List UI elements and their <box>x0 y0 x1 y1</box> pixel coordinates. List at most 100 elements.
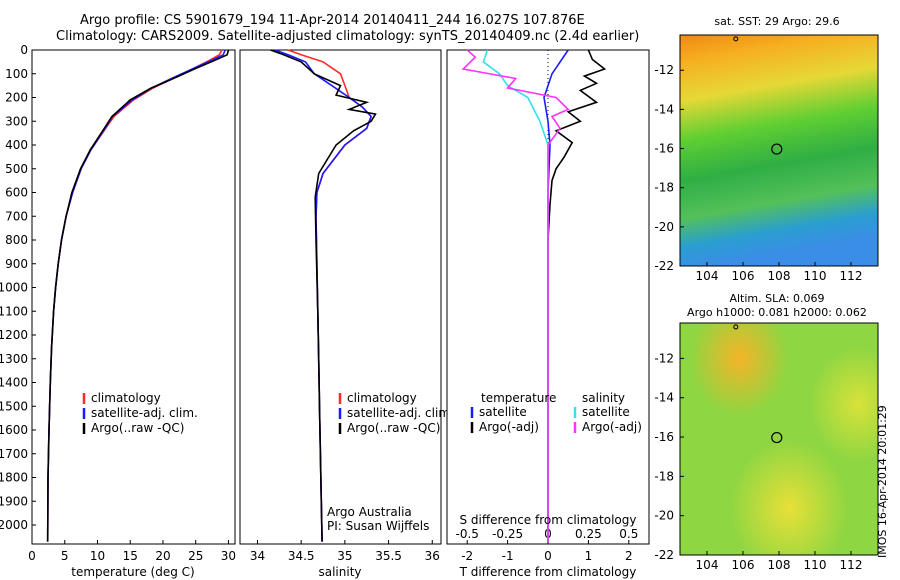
difference-panel: -2 -1 0 1 2 -0.5 -0.25 0 0.25 0.5 temperature sal… <box>446 49 650 579</box>
sst-map-axes: 104 106 108 110 112 -12 -14 -16 -18 -20 -22 <box>654 63 862 283</box>
salinity-legend-label: satellite-adj. clim. <box>347 406 454 420</box>
sla-map-subtitle: Argo h1000: 0.081 h2000: 0.062 <box>687 306 867 319</box>
depth-tick-label: 1000 <box>0 281 28 295</box>
sla-map-lon-label: 112 <box>840 558 863 572</box>
depth-tick-label: 1900 <box>0 494 28 508</box>
difference-x-tick-label: -1 <box>502 549 514 563</box>
temperature-x-tick-label: 10 <box>90 549 105 563</box>
sla-map-lat-label: -14 <box>654 391 674 405</box>
depth-tick-label: 1700 <box>0 447 28 461</box>
depth-tick-label: 700 <box>5 209 28 223</box>
sla-map-lon-label: 106 <box>732 558 755 572</box>
sst-map-lon-label: 110 <box>804 269 827 283</box>
depth-tick-label: 0 <box>20 43 28 57</box>
sst-map-lon-label: 106 <box>732 269 755 283</box>
temperature-x-axis: 0 5 10 15 20 25 30 <box>28 540 236 563</box>
depth-tick-label: 900 <box>5 257 28 271</box>
difference-x-tick-label: 2 <box>625 549 633 563</box>
sst-map-lon-label: 108 <box>768 269 791 283</box>
sla-map-previous-position-marker <box>733 324 739 330</box>
salinity-x-axis: 34 34.5 35 35.5 36 <box>250 540 440 563</box>
temperature-legend-label: satellite-adj. clim. <box>91 406 198 420</box>
difference-series-line-3 <box>461 49 570 542</box>
sst-map-panel: sat. SST: 29 Argo: 29.6 104 106 108 110 112 -… <box>654 15 879 283</box>
temperature-x-tick-label: 0 <box>28 549 36 563</box>
sla-map-panel: Altim. SLA: 0.069 Argo h1000: 0.081 h200… <box>654 292 879 572</box>
sla-map-lat-label: -16 <box>654 430 674 444</box>
sst-map-markers <box>733 36 783 155</box>
sla-map-title: Altim. SLA: 0.069 <box>729 292 824 305</box>
s-difference-label: S difference from climatology <box>460 513 637 527</box>
sla-map-markers <box>733 324 783 444</box>
sla-map-axes: 104 106 108 110 112 -12 -14 -16 -18 -20 -22 <box>654 351 862 572</box>
depth-tick-label: 2000 <box>0 518 28 532</box>
imos-timestamp: IMOS 16-Apr-2014 20:01:29 <box>876 405 889 558</box>
operator-annotation-2: PI: Susan Wijffels <box>327 519 429 533</box>
difference-x-tick-label: -2 <box>461 549 473 563</box>
sla-map-lat-label: -18 <box>654 469 674 483</box>
temperature-x-label: temperature (deg C) <box>71 565 194 579</box>
difference-x-tick-label: 1 <box>585 549 593 563</box>
t-legend-label: Argo(-adj) <box>479 420 539 434</box>
sla-high-anomaly-east <box>680 323 878 555</box>
sst-map-lon-label: 104 <box>696 269 719 283</box>
depth-tick-label: 1600 <box>0 423 28 437</box>
s-legend-label: satellite <box>582 405 630 419</box>
salinity-x-tick-label: 34 <box>250 549 265 563</box>
difference-x-tick-label: 0 <box>544 549 552 563</box>
salinity-x-label: salinity <box>318 565 361 579</box>
depth-tick-label: 1800 <box>0 471 28 485</box>
difference-series <box>461 49 607 542</box>
salinity-legend-label: climatology <box>347 391 417 405</box>
depth-tick-label: 1100 <box>0 304 28 318</box>
sst-map-lat-label: -16 <box>654 142 674 156</box>
sla-map-lon-label: 110 <box>804 558 827 572</box>
sst-map-previous-position-marker <box>733 36 739 42</box>
salinity-legend-label: Argo(..raw -QC) <box>347 421 440 435</box>
depth-tick-label: 1500 <box>0 399 28 413</box>
salinity-x-tick-label: 35 <box>337 549 352 563</box>
temperature-x-tick-label: 30 <box>221 549 236 563</box>
sla-map-argo-position-marker <box>771 431 783 444</box>
sst-map-argo-position-marker <box>771 143 783 155</box>
salinity-x-tick-label: 35.5 <box>375 549 402 563</box>
temperature-legend-heading: temperature <box>481 391 556 405</box>
depth-tick-label: 1300 <box>0 352 28 366</box>
sla-map-lat-label: -20 <box>654 509 674 523</box>
sla-map-lat-label: -22 <box>654 548 674 562</box>
sst-map-lon-label: 112 <box>840 269 863 283</box>
sst-map-lat-label: -18 <box>654 181 674 195</box>
temperature-legend-label: climatology <box>91 391 161 405</box>
temperature-x-tick-label: 15 <box>123 549 138 563</box>
temperature-x-tick-label: 20 <box>155 549 170 563</box>
temperature-plot-frame <box>31 49 236 545</box>
sst-map-lat-label: -12 <box>654 63 674 77</box>
depth-tick-label: 100 <box>5 67 28 81</box>
depth-tick-label: 1400 <box>0 376 28 390</box>
depth-tick-label: 300 <box>5 114 28 128</box>
s-difference-tick-label: -0.25 <box>492 527 523 541</box>
salinity-panel: 34 34.5 35 35.5 36 climatologysatellite-adj.… <box>239 49 454 579</box>
t-legend-label: satellite <box>479 405 527 419</box>
t-difference-label: T difference from climatology <box>459 565 637 579</box>
s-difference-axis: -0.5 -0.25 0 0.25 0.5 <box>455 527 638 541</box>
s-difference-tick-label: 0.25 <box>575 527 602 541</box>
depth-tick-label: 600 <box>5 186 28 200</box>
temperature-x-tick-label: 5 <box>61 549 69 563</box>
sst-map-lat-label: -14 <box>654 102 674 116</box>
salinity-legend-heading: salinity <box>582 391 625 405</box>
sst-heatmap <box>680 35 878 266</box>
figure-title-line-1: Argo profile: CS 5901679_194 11-Apr-2014… <box>80 13 585 28</box>
sla-map-lon-label: 104 <box>696 558 719 572</box>
sst-map-lat-label: -22 <box>654 259 674 273</box>
operator-annotation-1: Argo Australia <box>327 505 412 519</box>
temperature-series <box>46 49 230 542</box>
salinity-series-line-2 <box>270 49 377 542</box>
temperature-panel: 0100200300400500600700800900100011001200… <box>0 43 236 579</box>
s-difference-tick-label: 0.5 <box>619 527 638 541</box>
depth-tick-label: 500 <box>5 162 28 176</box>
